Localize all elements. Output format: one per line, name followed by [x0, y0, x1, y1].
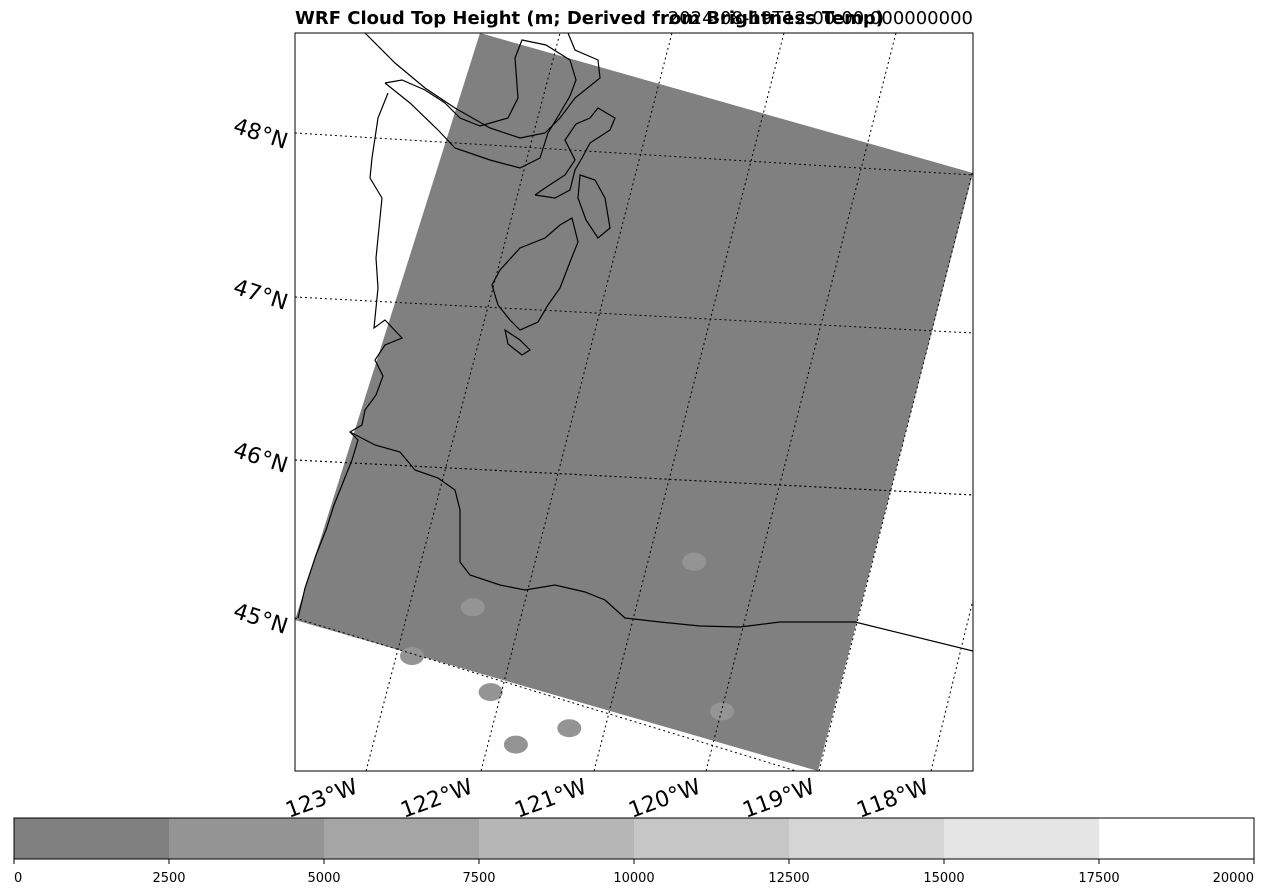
lat-gridline-47 — [295, 296, 973, 334]
lon-gridline-118 — [930, 599, 973, 771]
cloud-patch-4 — [557, 719, 582, 738]
wrf-domain-fill — [295, 33, 973, 771]
colorbar-bin-3 — [479, 818, 634, 859]
pacific-coast — [297, 92, 404, 619]
lon-label-121: 121°W — [512, 774, 591, 823]
colorbar-tick-label-3: 7500 — [462, 871, 495, 886]
colorbar-tick-label-4: 10000 — [613, 871, 654, 886]
lon-labels: 123°W 122°W 121°W 120°W 119°W 118°W — [283, 774, 933, 823]
colorbar-bin-0 — [14, 818, 169, 859]
cloud-patch-3 — [503, 735, 528, 754]
lon-gridline-120 — [705, 33, 897, 771]
colorbar-tick-label-0: 0 — [14, 871, 22, 886]
lat-label-46: 46°N — [230, 438, 290, 479]
lat-labels: 48°N 47°N 46°N 45°N — [230, 114, 290, 640]
colorbar-bin-5 — [789, 818, 944, 859]
colorbar-bin-1 — [169, 818, 324, 859]
lon-gridline-122 — [480, 33, 673, 771]
colorbar-bin-7 — [1099, 818, 1254, 859]
lon-label-120: 120°W — [626, 774, 705, 823]
colorbar-tick-label-7: 17500 — [1078, 871, 1119, 886]
cloud-patch-0 — [460, 598, 485, 617]
colorbar-bin-4 — [634, 818, 789, 859]
chart-title: WRF Cloud Top Height (m; Derived from Br… — [295, 8, 884, 29]
strait-juan-de-fuca — [384, 39, 577, 169]
graticule — [295, 33, 973, 771]
colorbar-bin-6 — [944, 818, 1099, 859]
colorbar-tick-label-5: 12500 — [768, 871, 809, 886]
lon-label-123: 123°W — [283, 774, 362, 823]
lat-label-45: 45°N — [230, 599, 290, 640]
lat-label-48: 48°N — [230, 114, 290, 155]
lat-gridline-46b — [295, 459, 973, 496]
lon-gridline-119 — [818, 167, 973, 771]
cloud-patch-5 — [682, 552, 707, 571]
coastlines — [297, 33, 973, 652]
coastline-outer — [364, 33, 601, 139]
puget-sound — [491, 107, 616, 356]
lon-gridline-123 — [365, 33, 561, 771]
colorbar-tick-label-8: 20000 — [1213, 871, 1254, 886]
cloud-patch-6 — [710, 702, 735, 721]
map-frame — [294, 32, 974, 772]
lon-label-119: 119°W — [740, 774, 819, 823]
lat-gridline-48 — [295, 132, 973, 176]
cloud-patch-2 — [478, 683, 503, 702]
lon-label-118: 118°W — [854, 774, 933, 823]
map-plot-area — [295, 33, 973, 771]
colorbar: 0 2500 5000 7500 10000 12500 15000 17500 20000 — [13, 817, 1255, 886]
lon-gridline-121 — [593, 33, 785, 771]
columbia-river — [349, 431, 973, 652]
colorbar-tick-label-6: 15000 — [923, 871, 964, 886]
lat-label-47: 47°N — [230, 275, 290, 316]
colorbar-tick-label-1: 2500 — [152, 871, 185, 886]
lon-label-122: 122°W — [398, 774, 477, 823]
colorbar-bin-2 — [324, 818, 479, 859]
colorbar-tick-label-2: 5000 — [307, 871, 340, 886]
chart-timestamp: 2024-08-19T12:00:00.000000000 — [667, 8, 973, 29]
